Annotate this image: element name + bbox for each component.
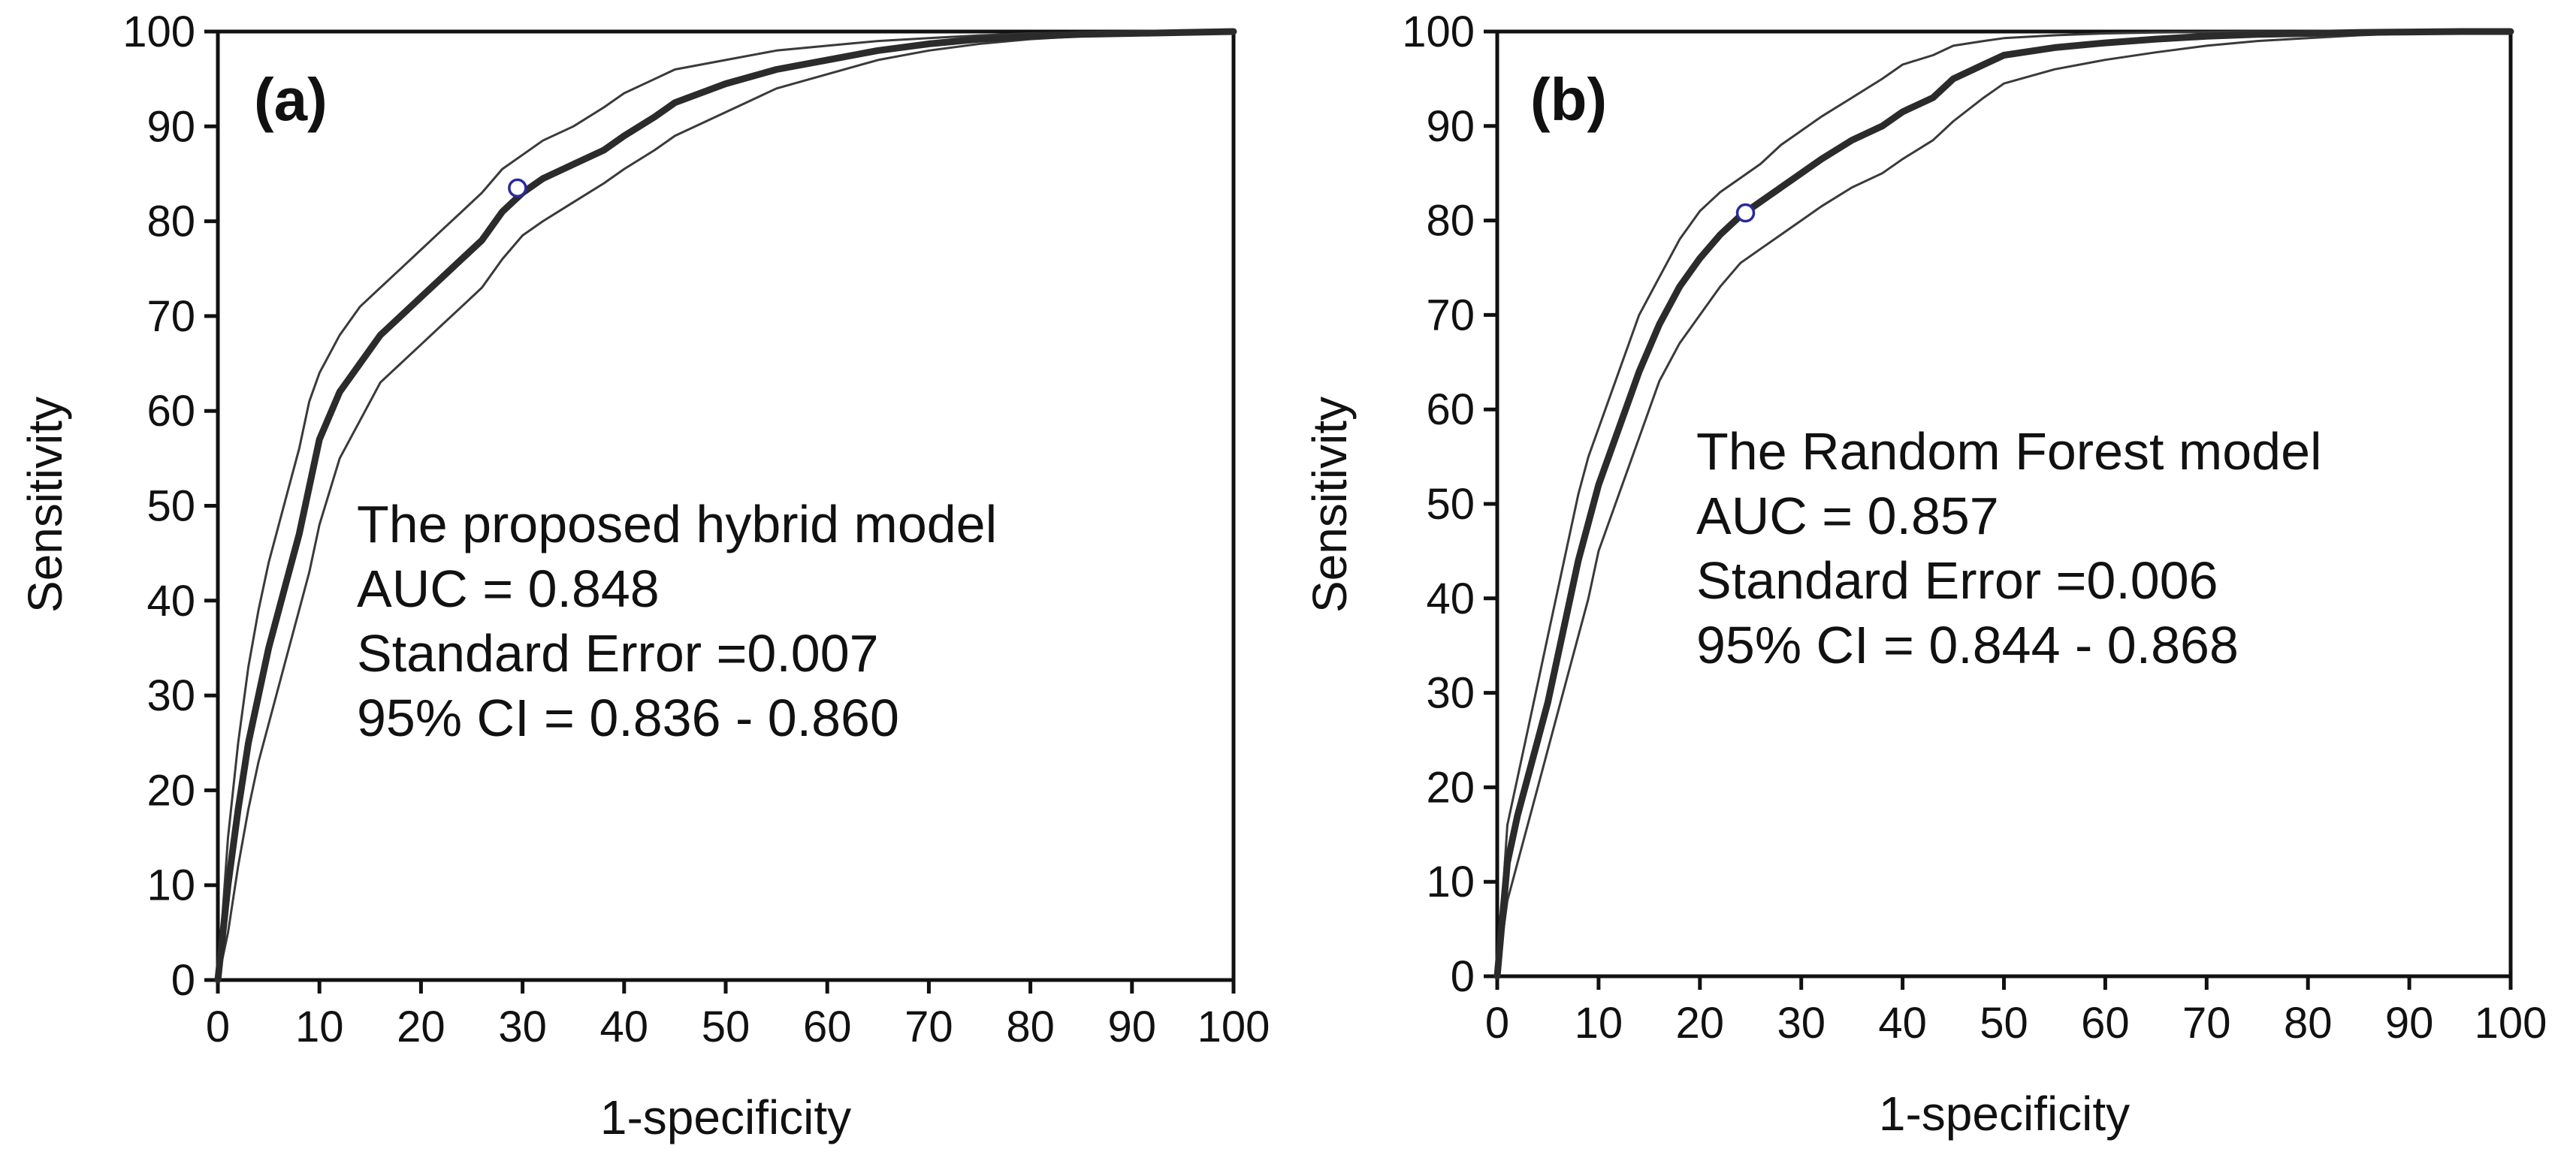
roc-panel-b: 0 10 20 30 40 50 60 70 80 90 100 0 10 20 30 40 50 60 70 80 9…: [1303, 8, 2547, 1141]
x-tick-label: 100: [1197, 1003, 1270, 1051]
x-tick-label: 80: [1006, 1003, 1055, 1051]
y-tick-label: 100: [122, 8, 195, 56]
y-tick-label: 100: [1402, 8, 1475, 56]
y-tick-label: 40: [1426, 574, 1475, 623]
y-tick-label: 60: [146, 387, 195, 436]
y-tick-label: 10: [146, 861, 195, 910]
y-tick-label: 40: [146, 577, 195, 626]
annotation-model-name: The Random Forest model: [1696, 422, 2322, 481]
y-tick-label: 0: [1451, 952, 1475, 1001]
axis-ticks: 0 10 20 30 40 50 60 70 80 90 100 0 10 20 30 40 50 60 70 80 9…: [122, 8, 1270, 1051]
x-tick-label: 50: [1980, 999, 2028, 1048]
annotation-auc: AUC = 0.848: [357, 559, 660, 618]
y-tick-label: 70: [146, 292, 195, 341]
ci-lower-line: [1496, 30, 2512, 978]
x-tick-label: 10: [295, 1003, 344, 1051]
x-tick-label: 20: [1676, 999, 1725, 1048]
roc-panel-a: 0 10 20 30 40 50 60 70 80 90 100 0 10 20 30 40 50 60 70 80 9…: [18, 8, 1270, 1144]
x-tick-label: 30: [1777, 999, 1826, 1048]
ci-upper-line: [1496, 30, 2512, 978]
operating-point-marker: [508, 178, 527, 198]
x-tick-label: 90: [2385, 999, 2434, 1048]
axis-ticks: 0 10 20 30 40 50 60 70 80 90 100 0 10 20 30 40 50 60 70 80 9…: [1402, 8, 2547, 1048]
x-tick-label: 30: [498, 1003, 547, 1051]
x-tick-label: 70: [904, 1003, 953, 1051]
x-tick-label: 10: [1575, 999, 1623, 1048]
panel-label: (b): [1530, 66, 1607, 133]
panel-label: (a): [254, 66, 328, 133]
y-tick-label: 90: [1426, 102, 1475, 151]
x-tick-label: 20: [397, 1003, 445, 1051]
roc-curves: [214, 28, 1237, 984]
y-tick-label: 20: [1426, 763, 1475, 812]
ci-upper-line: [216, 30, 1235, 982]
roc-curves: [1493, 28, 2514, 980]
y-tick-label: 90: [146, 102, 195, 151]
annotation-standard-error: Standard Error =0.006: [1696, 551, 2218, 610]
y-axis-title: Sensitivity: [18, 397, 72, 613]
y-tick-label: 30: [146, 671, 195, 720]
x-tick-label: 80: [2284, 999, 2333, 1048]
x-tick-label: 100: [2475, 999, 2547, 1048]
x-tick-label: 60: [2081, 999, 2130, 1048]
y-tick-label: 30: [1426, 669, 1475, 718]
x-tick-label: 70: [2182, 999, 2231, 1048]
y-tick-label: 0: [171, 956, 195, 1005]
x-tick-label: 40: [1878, 999, 1927, 1048]
annotation-confidence-interval: 95% CI = 0.844 - 0.868: [1696, 616, 2239, 674]
y-tick-label: 60: [1426, 385, 1475, 434]
y-tick-label: 10: [1426, 858, 1475, 906]
x-tick-label: 90: [1108, 1003, 1157, 1051]
annotation-standard-error: Standard Error =0.007: [357, 624, 879, 683]
x-tick-label: 40: [600, 1003, 649, 1051]
y-axis-title: Sensitivity: [1303, 397, 1357, 613]
y-tick-label: 70: [1426, 291, 1475, 339]
y-tick-label: 50: [1426, 480, 1475, 529]
operating-point-marker: [1735, 203, 1756, 223]
y-tick-label: 20: [146, 766, 195, 815]
annotation-auc: AUC = 0.857: [1696, 487, 1999, 545]
x-tick-label: 0: [206, 1003, 230, 1051]
x-axis-title: 1-specificity: [600, 1090, 851, 1144]
y-tick-label: 80: [1426, 197, 1475, 246]
roc-curve-line: [214, 28, 1237, 984]
x-tick-label: 0: [1485, 999, 1509, 1048]
y-tick-label: 50: [146, 482, 195, 531]
annotation-model-name: The proposed hybrid model: [357, 495, 997, 553]
x-tick-label: 50: [702, 1003, 750, 1051]
y-tick-label: 80: [146, 198, 195, 246]
roc-curve-line: [1493, 28, 2514, 980]
x-axis-title: 1-specificity: [1879, 1087, 2130, 1141]
x-tick-label: 60: [803, 1003, 852, 1051]
ci-lower-line: [216, 30, 1235, 982]
annotation-confidence-interval: 95% CI = 0.836 - 0.860: [357, 689, 899, 747]
